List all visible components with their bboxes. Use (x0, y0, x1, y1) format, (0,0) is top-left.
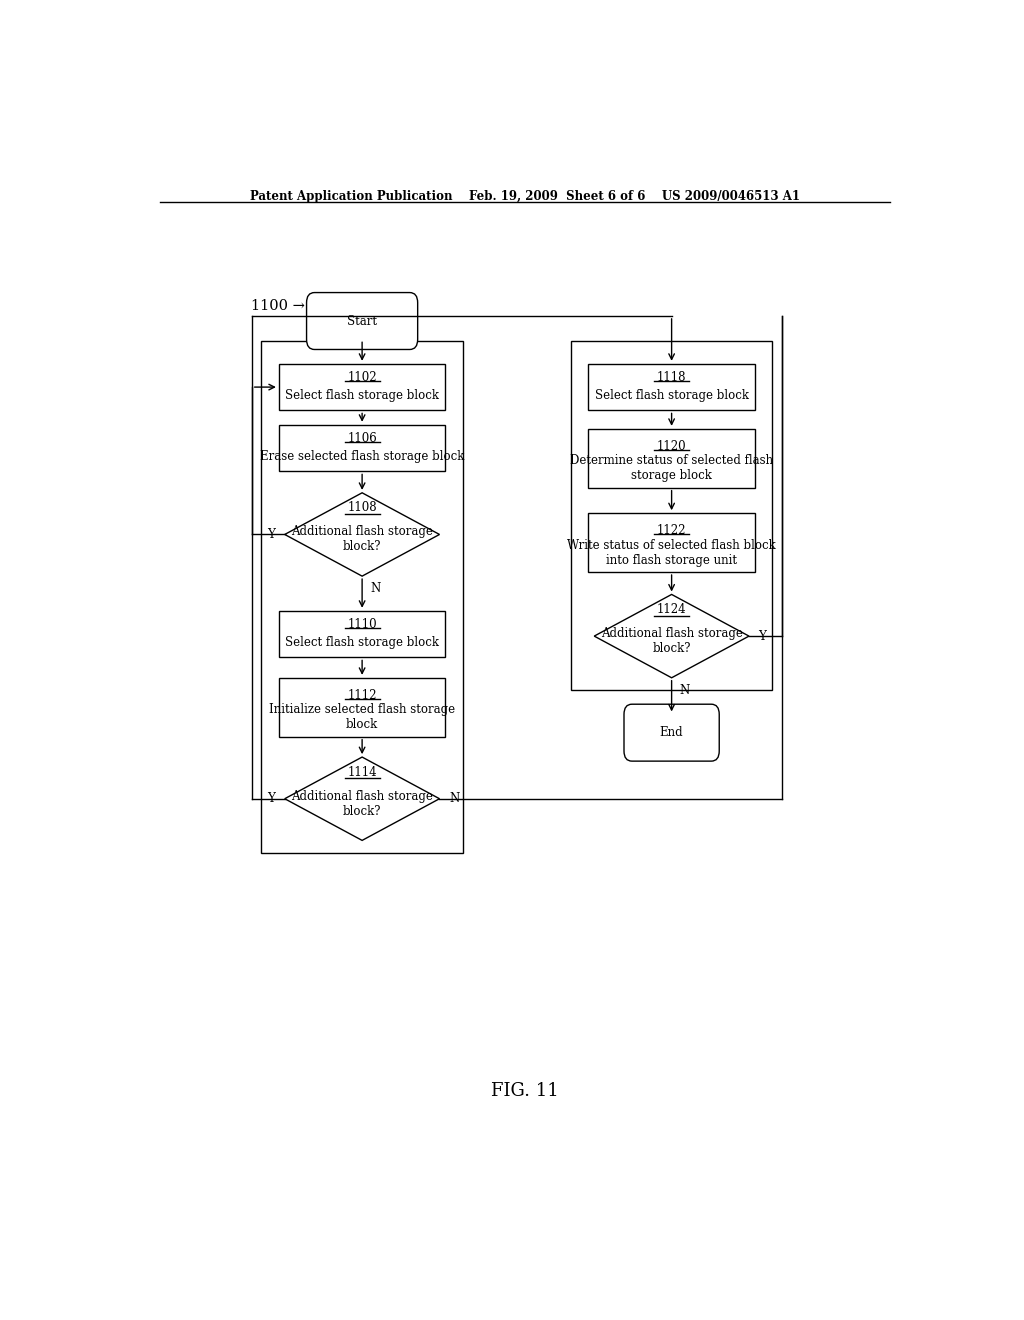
Text: 1118: 1118 (656, 371, 686, 384)
Text: 1120: 1120 (656, 440, 686, 453)
Text: 1110: 1110 (347, 618, 377, 631)
Bar (570, 342, 772, 690)
Bar (588, 364, 755, 411)
Text: FIG. 11: FIG. 11 (490, 1082, 559, 1101)
Polygon shape (285, 492, 439, 576)
Bar (279, 364, 445, 411)
Bar (279, 677, 445, 737)
Bar (588, 513, 755, 572)
Text: 1102: 1102 (347, 371, 377, 384)
Text: 1100 →: 1100 → (251, 298, 305, 313)
Text: 1124: 1124 (656, 603, 686, 616)
Text: Y: Y (759, 630, 766, 643)
FancyBboxPatch shape (306, 293, 418, 350)
Text: Erase selected flash storage block: Erase selected flash storage block (260, 450, 464, 462)
Text: Write status of selected flash block
into flash storage unit: Write status of selected flash block int… (567, 539, 776, 566)
Polygon shape (594, 594, 749, 677)
Text: Additional flash storage
block?: Additional flash storage block? (291, 525, 433, 553)
Text: 1112: 1112 (347, 689, 377, 702)
Text: Additional flash storage
block?: Additional flash storage block? (291, 789, 433, 817)
FancyBboxPatch shape (624, 704, 719, 762)
Text: 1114: 1114 (347, 766, 377, 779)
Text: Select flash storage block: Select flash storage block (595, 388, 749, 401)
Bar (279, 611, 445, 657)
Text: 1106: 1106 (347, 432, 377, 445)
Text: 1122: 1122 (656, 524, 686, 537)
Text: End: End (659, 726, 683, 739)
Text: Additional flash storage
block?: Additional flash storage block? (601, 627, 742, 655)
Text: N: N (370, 582, 380, 595)
Bar (261, 342, 463, 853)
Text: N: N (449, 792, 459, 805)
Text: Y: Y (267, 792, 275, 805)
Polygon shape (285, 758, 439, 841)
Text: Patent Application Publication    Feb. 19, 2009  Sheet 6 of 6    US 2009/0046513: Patent Application Publication Feb. 19, … (250, 190, 800, 203)
Text: Select flash storage block: Select flash storage block (285, 635, 439, 648)
Text: Determine status of selected flash
storage block: Determine status of selected flash stora… (570, 454, 773, 482)
Text: Select flash storage block: Select flash storage block (285, 388, 439, 401)
Text: Start: Start (347, 314, 377, 327)
Bar (279, 425, 445, 471)
Text: 1108: 1108 (347, 502, 377, 515)
Text: Y: Y (267, 528, 275, 541)
Text: N: N (680, 684, 690, 697)
Bar (588, 429, 755, 487)
Text: Initialize selected flash storage
block: Initialize selected flash storage block (269, 704, 456, 731)
